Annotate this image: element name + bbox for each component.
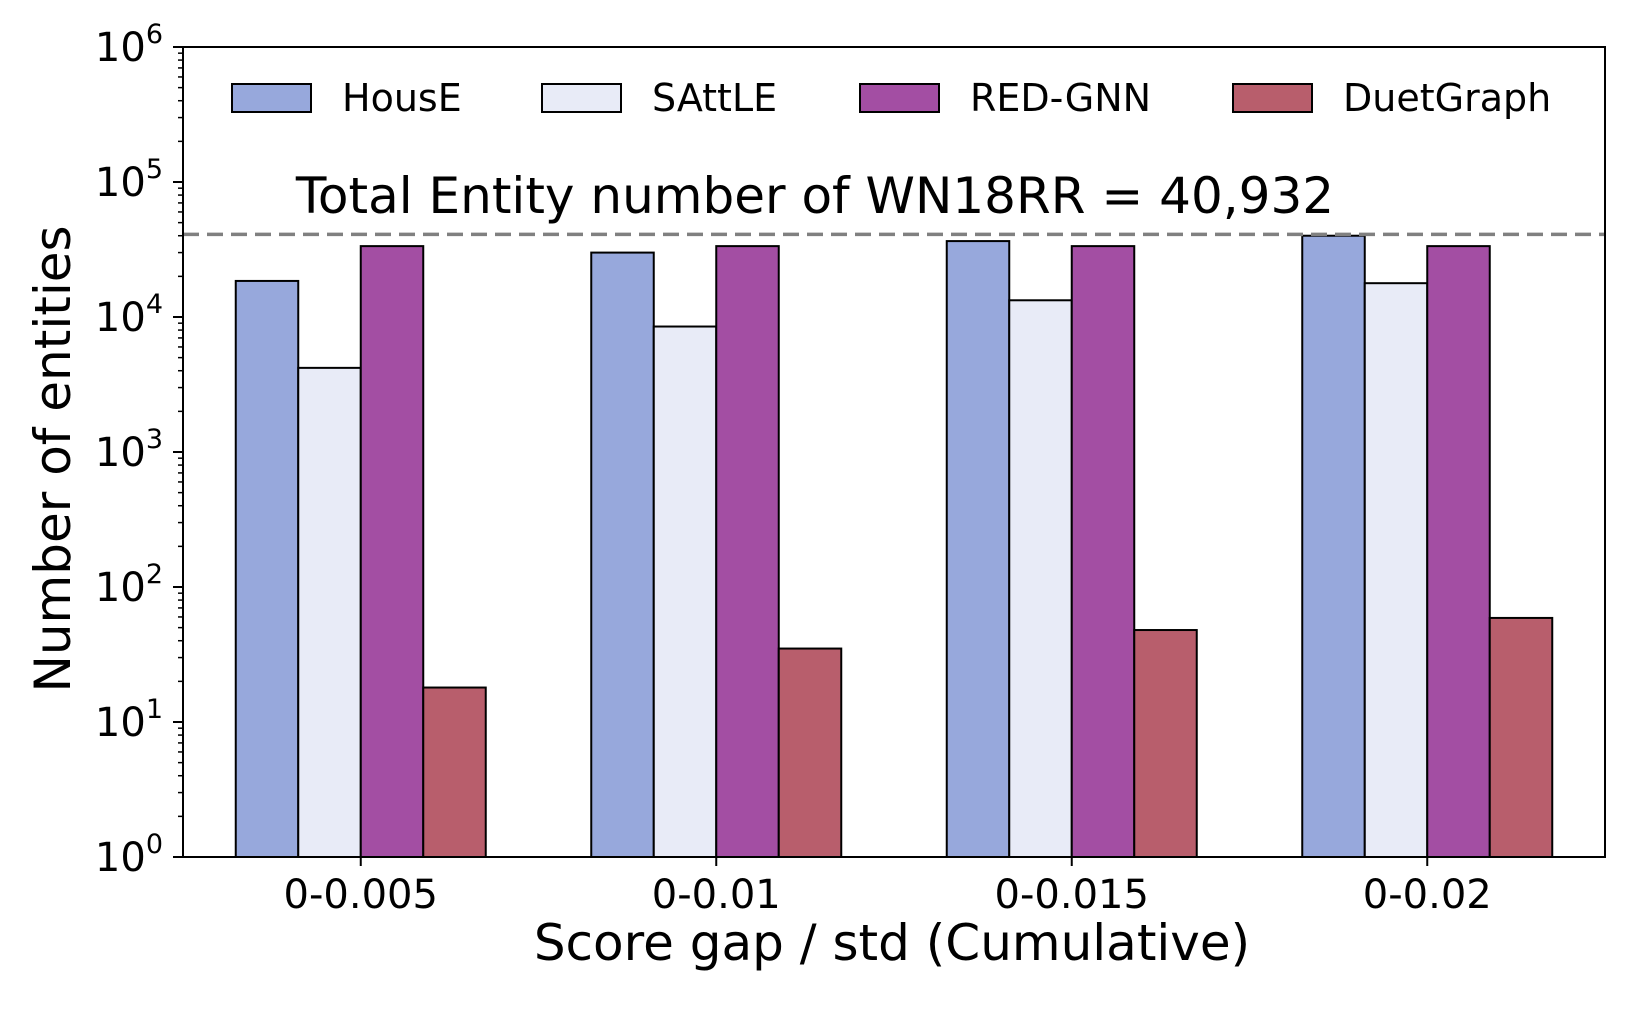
- x-tick-label: 0-0.005: [284, 872, 438, 918]
- reference-line-label: Total Entity number of WN18RR = 40,932: [295, 167, 1334, 225]
- bar-red-gnn-0-0-015: [1070, 245, 1136, 858]
- legend-swatch-duetgraph: [1232, 83, 1313, 113]
- legend-swatch-house: [231, 83, 312, 113]
- legend-swatch-red-gnn: [859, 83, 940, 113]
- bar-house-0-0-01: [590, 251, 655, 858]
- x-tick-label: 0-0.02: [1363, 872, 1492, 918]
- y-tick-label: 105: [95, 154, 163, 206]
- legend-label-red-gnn: RED-GNN: [970, 76, 1151, 120]
- y-tick-label: 101: [95, 694, 163, 746]
- legend-label-sattle: SAttLE: [652, 76, 777, 120]
- bar-duetgraph-0-0-005: [422, 686, 487, 858]
- bar-sattle-0-0-015: [1008, 299, 1073, 858]
- legend-label-house: HousE: [342, 76, 462, 120]
- y-tick-label: 106: [95, 19, 163, 71]
- x-axis-title: Score gap / std (Cumulative): [534, 914, 1250, 972]
- legend-swatch-sattle: [541, 83, 622, 113]
- bar-house-0-0-02: [1301, 234, 1366, 858]
- legend-label-duetgraph: DuetGraph: [1343, 76, 1551, 120]
- y-axis-title: Number of entities: [24, 225, 82, 692]
- y-tick-label: 100: [95, 829, 163, 881]
- bar-house-0-0-005: [234, 279, 300, 858]
- bar-duetgraph-0-0-02: [1488, 616, 1554, 859]
- bar-duetgraph-0-0-01: [777, 647, 843, 859]
- bar-red-gnn-0-0-01: [715, 245, 780, 858]
- bar-duetgraph-0-0-015: [1133, 629, 1198, 858]
- y-tick-label: 104: [95, 289, 163, 341]
- bar-red-gnn-0-0-005: [359, 245, 425, 858]
- y-tick-label: 102: [95, 559, 163, 611]
- bar-red-gnn-0-0-02: [1426, 245, 1491, 858]
- y-tick-label: 103: [95, 424, 163, 476]
- bar-house-0-0-015: [945, 240, 1011, 859]
- bar-sattle-0-0-02: [1363, 282, 1429, 858]
- bar-sattle-0-0-01: [652, 325, 718, 858]
- x-tick-label: 0-0.015: [995, 872, 1149, 918]
- x-tick-label: 0-0.01: [652, 872, 781, 918]
- bar-sattle-0-0-005: [297, 366, 362, 858]
